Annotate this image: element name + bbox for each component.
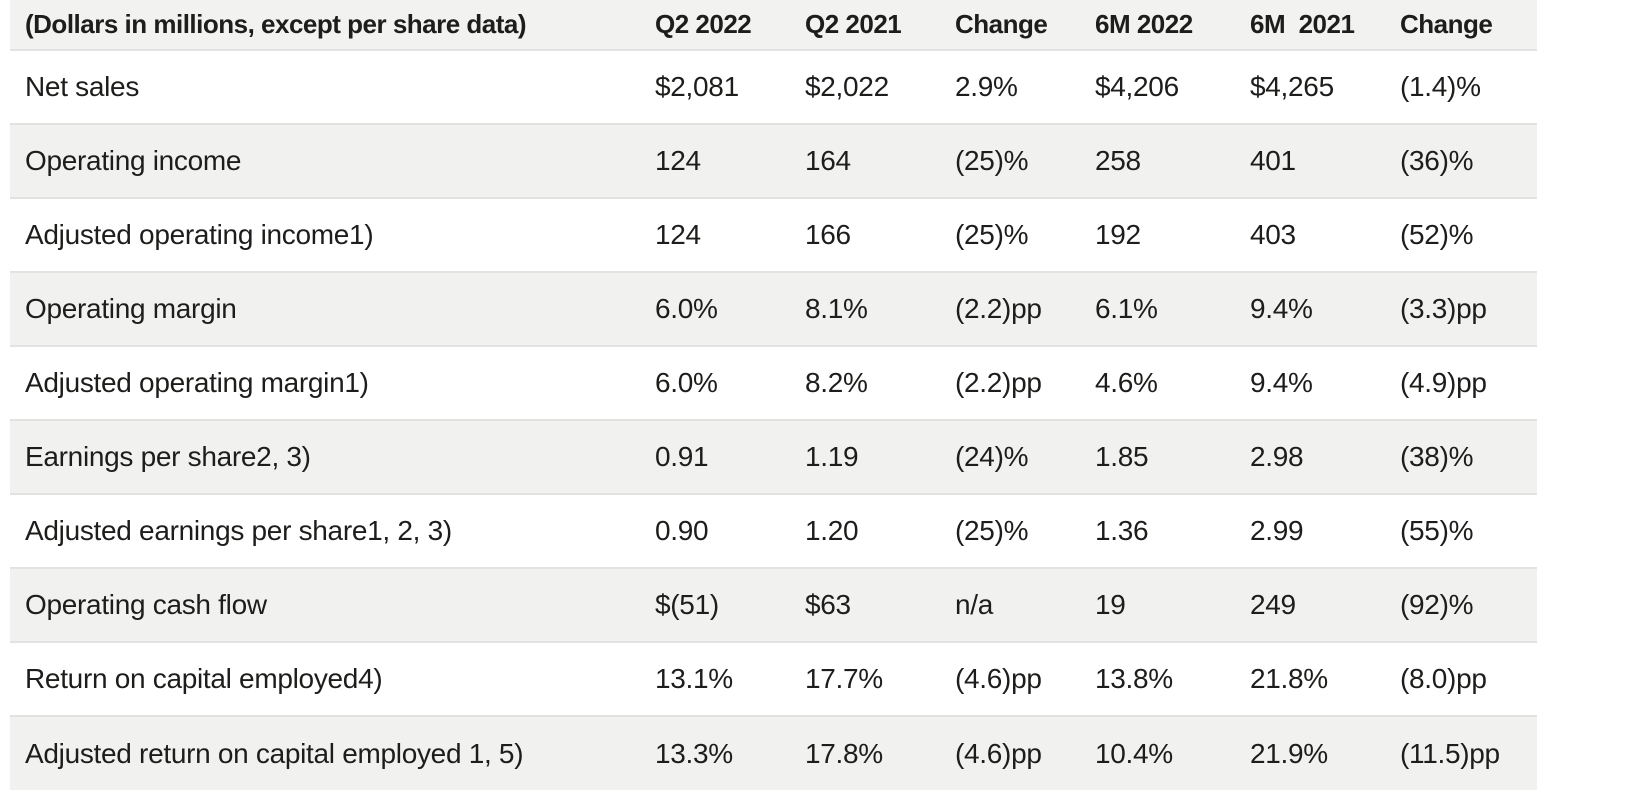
table-row: Operating cash flow $(51) $63 n/a 19 249 (92)% [10, 568, 1537, 642]
header-change-q2: Change [955, 9, 1048, 39]
header-unit-note: (Dollars in millions, except per share d… [25, 9, 527, 39]
cell-6m-2021: 21.9% [1250, 737, 1328, 769]
row-label: Earnings per share2, 3) [25, 441, 311, 472]
cell-change-6m: (3.3)pp [1400, 293, 1487, 324]
cell-6m-2021: 9.4% [1250, 293, 1313, 324]
row-label: Adjusted operating margin1) [25, 367, 369, 398]
cell-6m-2022: 4.6% [1095, 367, 1158, 398]
cell-q2-2021: 17.8% [805, 737, 883, 769]
cell-q2-2021: $2,022 [805, 71, 889, 102]
cell-6m-2022: 192 [1095, 219, 1141, 250]
cell-6m-2022: 6.1% [1095, 293, 1158, 324]
cell-6m-2021: 21.8% [1250, 663, 1328, 694]
cell-change-q2: (4.6)pp [955, 663, 1042, 694]
cell-6m-2021: 249 [1250, 589, 1296, 620]
key-figures-table-container: (Dollars in millions, except per share d… [10, 0, 1537, 790]
cell-6m-2021: 9.4% [1250, 367, 1313, 398]
cell-q2-2021: 1.19 [805, 441, 859, 472]
cell-q2-2022: 13.1% [655, 663, 733, 694]
cell-change-q2: (2.2)pp [955, 367, 1042, 398]
header-change-6m: Change [1400, 9, 1493, 39]
cell-6m-2022: 1.36 [1095, 515, 1149, 546]
cell-change-6m: (38)% [1400, 441, 1474, 472]
cell-q2-2021: 1.20 [805, 515, 859, 546]
cell-6m-2021: 401 [1250, 145, 1296, 176]
header-6m-2022: 6M 2022 [1095, 9, 1193, 39]
row-label: Return on capital employed4) [25, 663, 383, 694]
cell-change-q2: (25)% [955, 515, 1029, 546]
table-row: Operating income 124 164 (25)% 258 401 (36)% [10, 124, 1537, 198]
cell-6m-2022: 1.85 [1095, 441, 1149, 472]
cell-q2-2022: 6.0% [655, 293, 718, 324]
cell-change-6m: (36)% [1400, 145, 1474, 176]
cell-q2-2021: 166 [805, 219, 851, 250]
cell-change-6m: (11.5)pp [1400, 737, 1500, 769]
header-q2-2022: Q2 2022 [655, 9, 752, 39]
cell-change-6m: (92)% [1400, 589, 1474, 620]
table-row: Net sales $2,081 $2,022 2.9% $4,206 $4,265 (1.… [10, 50, 1537, 124]
cell-q2-2022: 124 [655, 219, 701, 250]
header-6m-2021: 6M 2021 [1250, 9, 1355, 39]
cell-6m-2021: $4,265 [1250, 71, 1334, 102]
cell-6m-2022: 19 [1095, 589, 1126, 620]
row-label: Adjusted operating income1) [25, 219, 374, 250]
cell-q2-2021: $63 [805, 589, 851, 620]
cell-6m-2022: 13.8% [1095, 663, 1173, 694]
cell-6m-2022: $4,206 [1095, 71, 1179, 102]
cell-q2-2021: 8.2% [805, 367, 868, 398]
table-row: Adjusted earnings per share1, 2, 3) 0.90 1… [10, 494, 1537, 568]
row-label: Adjusted earnings per share1, 2, 3) [25, 515, 452, 546]
cell-q2-2022: 0.91 [655, 441, 709, 472]
cell-change-q2: (25)% [955, 145, 1029, 176]
cell-change-q2: (4.6)pp [955, 737, 1042, 769]
row-label: Operating cash flow [25, 589, 267, 620]
cell-q2-2022: $2,081 [655, 71, 739, 102]
table-row: Earnings per share2, 3) 0.91 1.19 (24)% 1.85… [10, 420, 1537, 494]
cell-change-q2: (25)% [955, 219, 1029, 250]
cell-change-q2: 2.9% [955, 71, 1018, 102]
cell-change-q2: (2.2)pp [955, 293, 1042, 324]
cell-q2-2022: 124 [655, 145, 701, 176]
cell-6m-2021: 2.98 [1250, 441, 1304, 472]
row-label: Adjusted return on capital employed 1, 5… [25, 737, 524, 769]
table-row: Adjusted operating income1) 124 166 (25)% 19… [10, 198, 1537, 272]
header-q2-2021: Q2 2021 [805, 9, 902, 39]
table-row: Adjusted return on capital employed 1, 5… [10, 716, 1537, 790]
row-label: Operating margin [25, 293, 237, 324]
cell-q2-2022: $(51) [655, 589, 719, 620]
cell-q2-2021: 164 [805, 145, 851, 176]
cell-6m-2022: 10.4% [1095, 737, 1173, 769]
cell-q2-2022: 0.90 [655, 515, 709, 546]
cell-6m-2022: 258 [1095, 145, 1141, 176]
row-label: Operating income [25, 145, 242, 176]
cell-change-6m: (52)% [1400, 219, 1474, 250]
cell-q2-2021: 8.1% [805, 293, 868, 324]
cell-q2-2022: 13.3% [655, 737, 733, 769]
row-label: Net sales [25, 71, 140, 102]
table-header-row: (Dollars in millions, except per share d… [10, 0, 1537, 50]
cell-change-6m: (8.0)pp [1400, 663, 1487, 694]
cell-change-6m: (55)% [1400, 515, 1474, 546]
table-row: Operating margin 6.0% 8.1% (2.2)pp 6.1% 9.4% (… [10, 272, 1537, 346]
cell-q2-2022: 6.0% [655, 367, 718, 398]
cell-q2-2021: 17.7% [805, 663, 883, 694]
key-figures-table: (Dollars in millions, except per share d… [10, 0, 1537, 790]
table-row: Adjusted operating margin1) 6.0% 8.2% (2.2)… [10, 346, 1537, 420]
cell-change-6m: (1.4)% [1400, 71, 1481, 102]
cell-change-q2: (24)% [955, 441, 1029, 472]
table-row: Return on capital employed4) 13.1% 17.7% (4… [10, 642, 1537, 716]
cell-change-q2: n/a [955, 589, 994, 620]
cell-6m-2021: 403 [1250, 219, 1296, 250]
cell-6m-2021: 2.99 [1250, 515, 1304, 546]
cell-change-6m: (4.9)pp [1400, 367, 1487, 398]
